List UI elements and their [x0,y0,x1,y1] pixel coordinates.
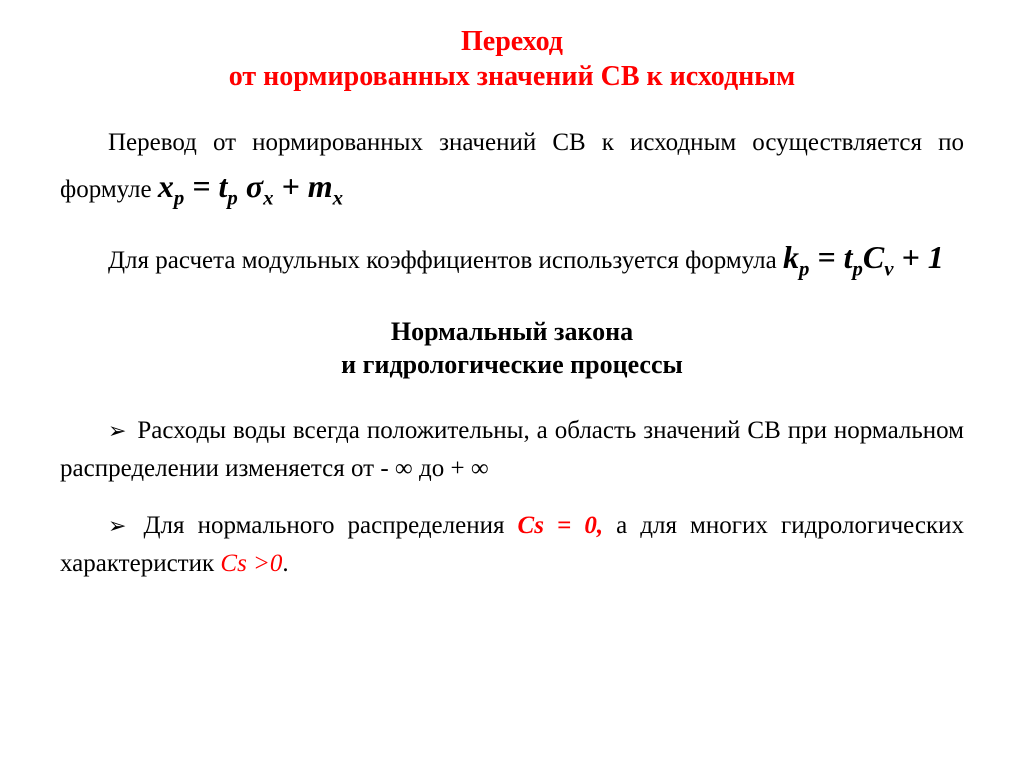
paragraph-1: Перевод от нормированных значений СВ к и… [60,124,964,213]
bullet1-mid: до + [413,455,471,482]
f2-plus: + [894,239,928,275]
slide-page: Переход от нормированных значений СВ к и… [0,0,1024,768]
subtitle-line-1: Нормальный закона [391,317,633,346]
f2-r2-sub: v [884,257,893,280]
f1-r2-base: σ [246,168,263,204]
formula-2: kp = tpCv + 1 [783,239,944,275]
formula-1: xp = tp σx + mx [158,168,343,204]
f1-sp [238,168,246,204]
f1-r1-sub: p [227,186,237,209]
bullet-icon: ➢ [108,418,126,443]
f1-plus: + [273,168,307,204]
f2-lhs-sub: p [799,257,809,280]
bullet-item-2: ➢ Для нормального распределения Cs = 0, … [60,507,964,582]
f2-r1-base: t [844,239,853,275]
bullet1-text-before: Расходы воды всегда положительны, а обла… [60,417,964,482]
f1-r3-sub: x [333,186,343,209]
f1-r2-sub: x [263,186,273,209]
f2-lhs-base: k [783,239,799,275]
bullet2-period: . [282,550,288,577]
f1-r3-base: m [308,168,333,204]
title-line-2: от нормированных значений СВ к исходным [229,61,795,92]
bullet-icon: ➢ [108,513,126,538]
cs-greater-zero: Cs >0 [220,550,282,577]
f2-r2-base: C [863,239,884,275]
section-subtitle: Нормальный закона и гидрологические проц… [60,315,964,383]
infinity-2: ∞ [471,455,489,482]
f2-one: 1 [928,239,944,275]
f2-r1-sub: p [853,257,863,280]
title-line-1: Переход [461,26,563,57]
cs-equals-zero: Cs = 0, [518,512,604,539]
para2-text: Для расчета модульных коэффициентов испо… [108,247,783,274]
f1-lhs-sub: p [174,186,184,209]
paragraph-2: Для расчета модульных коэффициентов испо… [60,233,964,285]
subtitle-line-2: и гидрологические процессы [341,350,683,379]
infinity-1: ∞ [395,455,413,482]
f2-eq: = [809,239,843,275]
f1-lhs-base: x [158,168,174,204]
bullet-item-1: ➢ Расходы воды всегда положительны, а об… [60,412,964,487]
page-title: Переход от нормированных значений СВ к и… [60,24,964,94]
bullet2-text-before: Для нормального распределения [130,512,517,539]
f1-eq: = [184,168,218,204]
